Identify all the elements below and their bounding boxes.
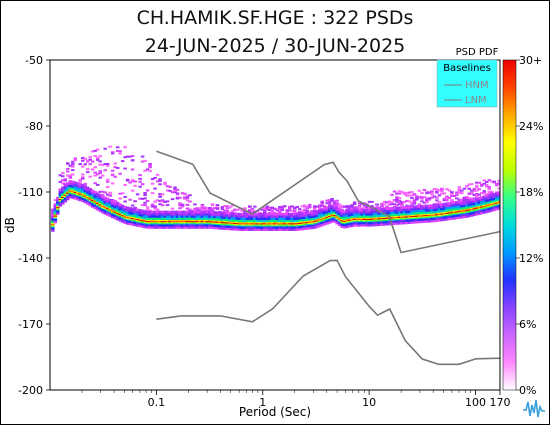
chart-subtitle: 24-JUN-2025 / 30-JUN-2025 bbox=[144, 35, 406, 57]
x-tick-label: 170 bbox=[490, 396, 511, 409]
legend-item-lnm: LNM bbox=[465, 95, 487, 106]
x-tick-label: 1 bbox=[259, 396, 266, 409]
legend-box bbox=[436, 59, 498, 108]
colorbar-tick-label: 24% bbox=[519, 120, 543, 133]
plot-border bbox=[49, 59, 501, 391]
app-logo bbox=[521, 396, 547, 422]
colorbar-tick-label: 6% bbox=[519, 318, 536, 331]
y-tick-label: -170 bbox=[18, 318, 43, 331]
x-axis-label: Period (Sec) bbox=[239, 405, 311, 419]
baselines-legend: Baselines HNM LNM bbox=[436, 59, 498, 108]
colorbar-tick-label: 0% bbox=[519, 384, 536, 397]
pdf-heatmap bbox=[51, 145, 500, 232]
x-tick-label: 10 bbox=[362, 396, 376, 409]
colorbar-tick-label: 12% bbox=[519, 252, 543, 265]
y-tick-label: -110 bbox=[18, 186, 43, 199]
y-axis-label: dB bbox=[3, 217, 17, 233]
baseline-hnm bbox=[156, 150, 500, 254]
legend-item-hnm: HNM bbox=[465, 80, 489, 91]
colorbar-tick-label: 18% bbox=[519, 186, 543, 199]
colorbar-title: PSD PDF bbox=[456, 47, 499, 58]
colorbar bbox=[502, 59, 517, 391]
y-tick-label: -80 bbox=[25, 120, 43, 133]
x-tick-label: 0.1 bbox=[148, 396, 166, 409]
legend-title: Baselines bbox=[443, 63, 491, 74]
y-tick-label: -50 bbox=[25, 54, 43, 67]
x-tick-label: 100 bbox=[465, 396, 486, 409]
colorbar-tick-label: 30+ bbox=[519, 54, 542, 67]
y-tick-label: -200 bbox=[18, 384, 43, 397]
baseline-lnm bbox=[156, 259, 500, 366]
chart-title: CH.HAMIK.SF.HGE : 322 PSDs bbox=[136, 7, 414, 29]
y-tick-label: -140 bbox=[18, 252, 43, 265]
